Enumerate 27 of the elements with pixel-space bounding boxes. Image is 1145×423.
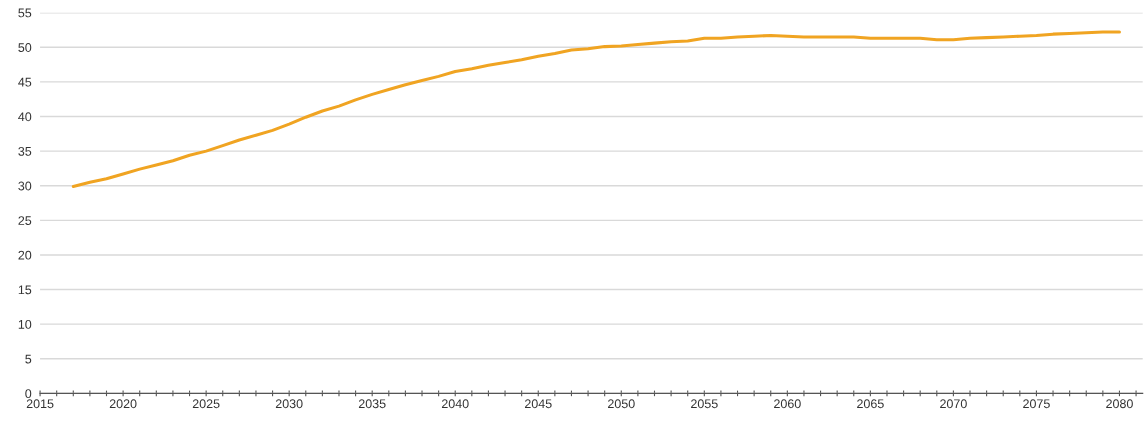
y-tick-label: 0 [25,389,32,399]
line-series [71,30,1121,188]
x-tick-label: 2060 [774,399,801,409]
y-tick-label: 40 [18,112,32,122]
y-tick-label: 10 [18,319,32,329]
y-tick-label: 55 [18,8,32,18]
x-tick-label: 2035 [358,399,386,409]
x-tick-label: 2030 [275,399,303,409]
x-tick-label: 2025 [192,399,220,409]
y-tick-label: 20 [18,250,32,260]
y-tick-label: 15 [18,285,32,295]
y-tick-label: 30 [18,181,32,191]
x-tick-label: 2055 [691,399,718,409]
x-tick-label: 2045 [524,399,552,409]
y-tick-label: 45 [18,77,32,87]
x-tick-label: 2020 [109,399,137,409]
x-tick-label: 2065 [857,399,884,409]
x-tick-label: 2015 [26,399,54,409]
y-tick-label: 35 [18,146,32,156]
y-tick-label: 5 [25,354,32,364]
x-tick-label: 2080 [1106,399,1133,409]
x-tick-label: 2040 [441,399,469,409]
y-tick-label: 50 [18,43,32,52]
x-tick-label: 2070 [940,399,967,409]
x-tick-label: 2075 [1023,399,1050,409]
x-tick-label: 2050 [608,399,635,409]
y-tick-label: 25 [18,216,32,225]
